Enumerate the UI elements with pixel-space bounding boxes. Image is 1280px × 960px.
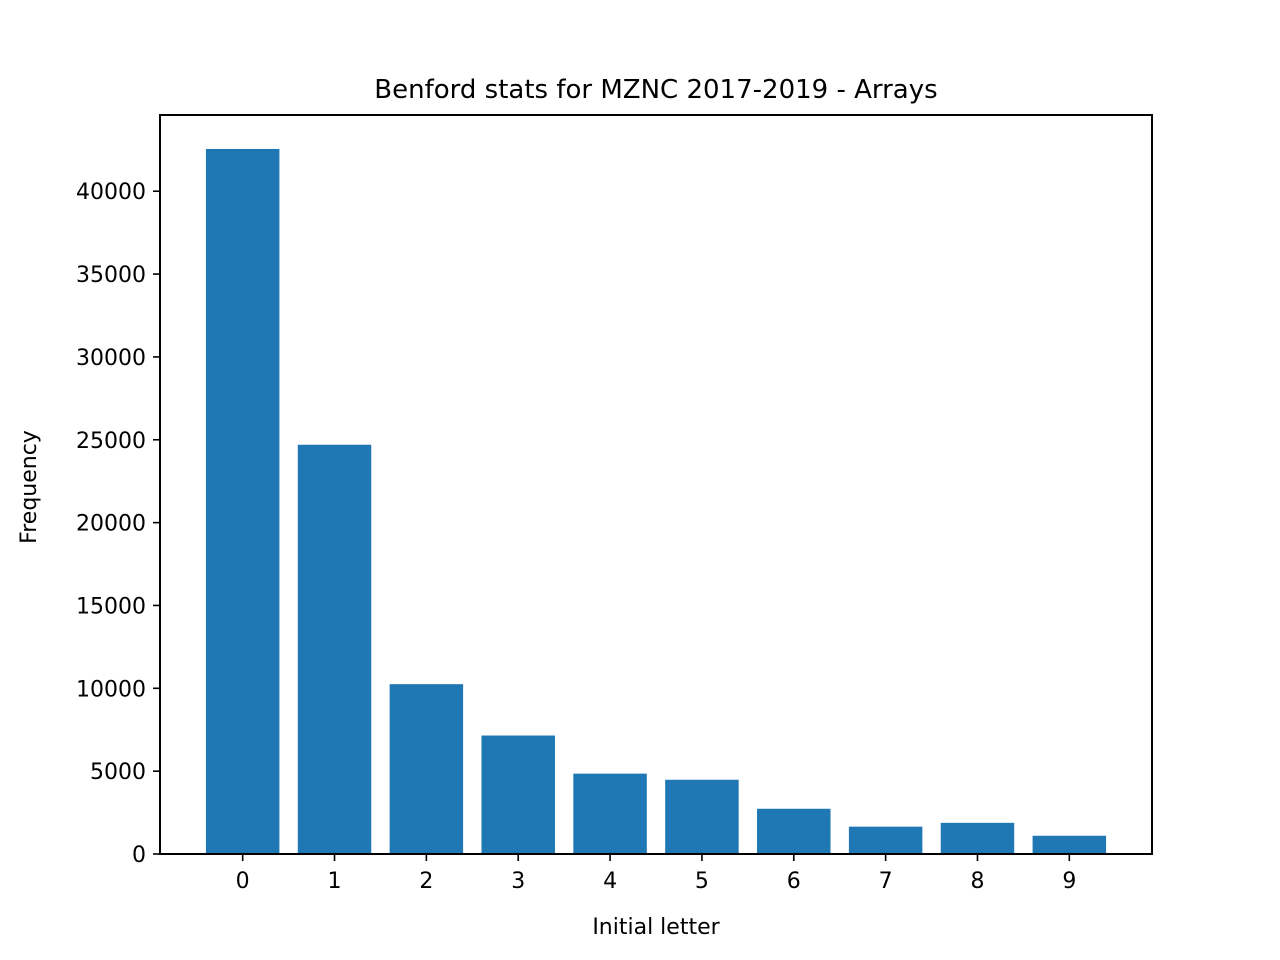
- y-tick-label: 30000: [76, 346, 146, 371]
- x-tick-label: 6: [787, 869, 801, 894]
- y-tick-label: 20000: [76, 512, 146, 537]
- x-tick-label: 5: [695, 869, 709, 894]
- x-tick-label: 7: [879, 869, 893, 894]
- bar-8: [940, 822, 1015, 854]
- x-tick-label: 9: [1062, 869, 1076, 894]
- bar-7: [848, 826, 923, 854]
- bar-6: [757, 808, 831, 854]
- x-tick-label: 8: [970, 869, 984, 894]
- x-tick-label: 2: [419, 869, 433, 894]
- plot-frame: [159, 114, 1153, 855]
- y-axis-ticks: 0 5000 10000 15000 20000 25000 30000 35000 40000: [76, 180, 160, 868]
- y-tick-label: 40000: [76, 180, 146, 205]
- y-tick-label: 5000: [90, 760, 146, 785]
- chart-title: Benford stats for MZNC 2017-2019 - Array…: [374, 75, 937, 105]
- x-axis-ticks: 0 1 2 3 4 5 6 7 8 9: [236, 854, 1076, 894]
- y-tick-label: 0: [132, 843, 146, 868]
- y-tick-label: 35000: [76, 263, 146, 288]
- bar-3: [481, 735, 555, 854]
- bar-5: [665, 779, 739, 854]
- y-axis-label: Frequency: [17, 430, 42, 544]
- y-tick-label: 10000: [76, 677, 146, 702]
- x-axis-label: Initial letter: [592, 915, 720, 940]
- bar-0: [205, 148, 280, 855]
- bar-4: [573, 773, 647, 854]
- bar-2: [389, 684, 464, 854]
- y-tick-label: 25000: [76, 429, 146, 454]
- x-tick-label: 1: [328, 869, 342, 894]
- y-tick-label: 15000: [76, 594, 146, 619]
- bars-layer: [205, 148, 1107, 855]
- bar-9: [1032, 835, 1107, 854]
- x-tick-label: 0: [236, 869, 250, 894]
- x-tick-label: 4: [603, 869, 617, 894]
- x-tick-label: 3: [511, 869, 525, 894]
- bar-1: [297, 444, 372, 854]
